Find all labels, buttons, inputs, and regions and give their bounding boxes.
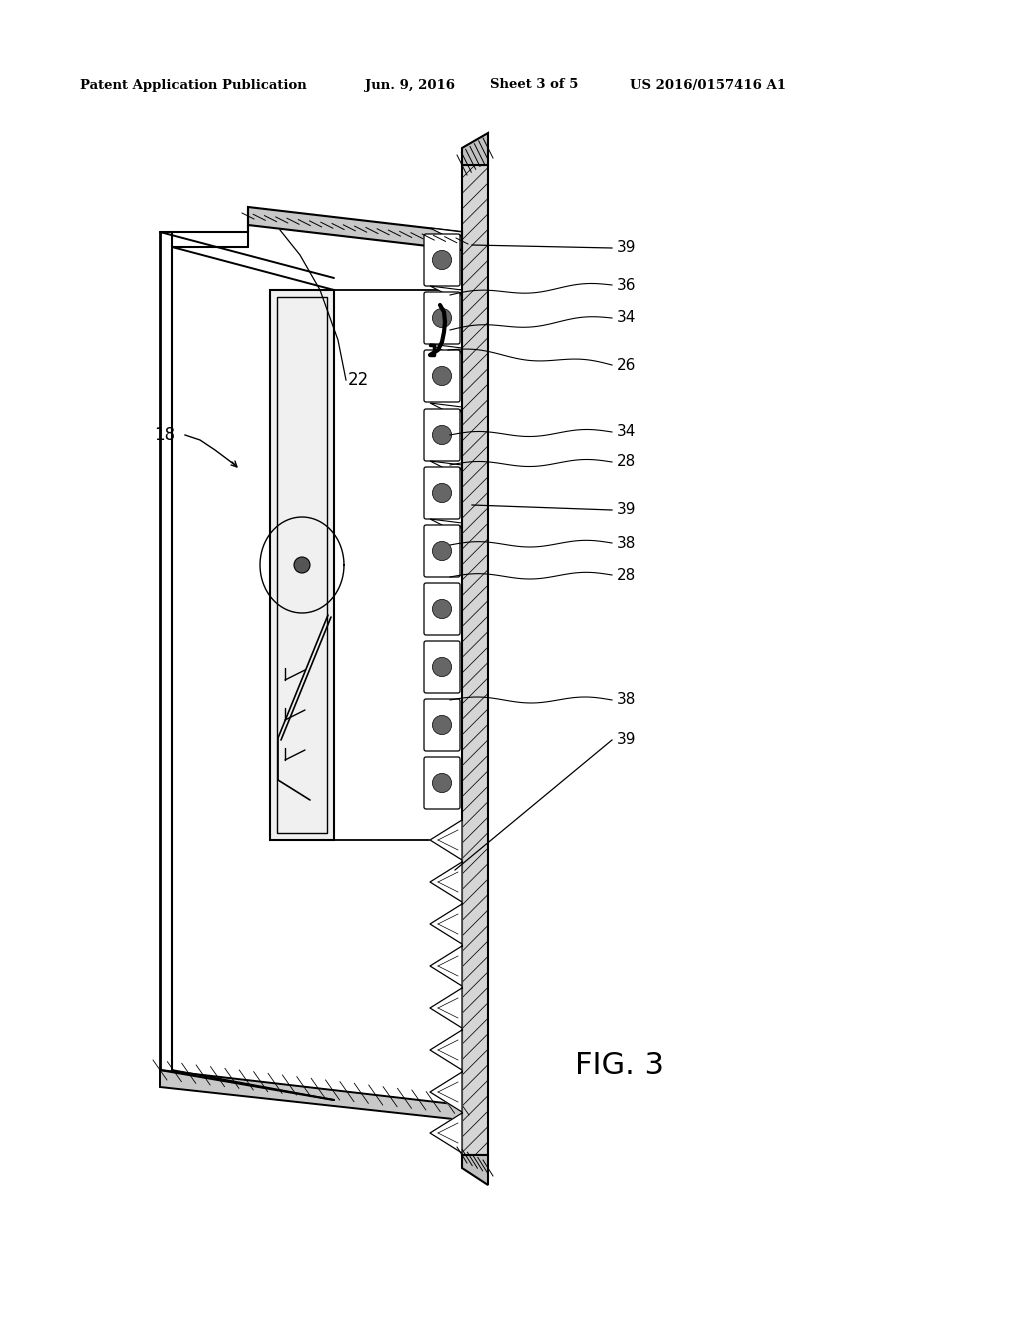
Circle shape — [432, 483, 452, 503]
Text: 26: 26 — [617, 358, 636, 372]
Text: 39: 39 — [617, 503, 637, 517]
Circle shape — [432, 309, 452, 327]
FancyBboxPatch shape — [424, 642, 460, 693]
FancyBboxPatch shape — [424, 583, 460, 635]
Polygon shape — [248, 207, 462, 249]
FancyBboxPatch shape — [424, 234, 460, 286]
Polygon shape — [278, 297, 327, 833]
Polygon shape — [430, 345, 462, 358]
Polygon shape — [430, 904, 462, 944]
Text: 39: 39 — [617, 240, 637, 256]
Text: Sheet 3 of 5: Sheet 3 of 5 — [490, 78, 579, 91]
Text: Jun. 9, 2016: Jun. 9, 2016 — [365, 78, 455, 91]
Polygon shape — [430, 461, 462, 475]
Text: 22: 22 — [348, 371, 370, 389]
Text: 34: 34 — [617, 425, 636, 440]
Circle shape — [432, 715, 452, 735]
Polygon shape — [430, 228, 462, 242]
Polygon shape — [430, 862, 462, 902]
Polygon shape — [430, 820, 462, 861]
Polygon shape — [430, 946, 462, 986]
Polygon shape — [430, 403, 462, 417]
Text: 38: 38 — [617, 536, 636, 550]
Text: 28: 28 — [617, 454, 636, 470]
Circle shape — [432, 251, 452, 269]
Polygon shape — [462, 165, 488, 1155]
FancyBboxPatch shape — [424, 409, 460, 461]
FancyBboxPatch shape — [424, 756, 460, 809]
Text: US 2016/0157416 A1: US 2016/0157416 A1 — [630, 78, 786, 91]
Polygon shape — [430, 1113, 462, 1152]
Circle shape — [432, 541, 452, 561]
FancyBboxPatch shape — [424, 350, 460, 403]
Polygon shape — [462, 133, 488, 165]
FancyBboxPatch shape — [424, 525, 460, 577]
Text: 18: 18 — [155, 426, 175, 444]
Polygon shape — [462, 1155, 488, 1185]
Circle shape — [432, 774, 452, 792]
Polygon shape — [430, 1030, 462, 1071]
Text: 28: 28 — [617, 568, 636, 582]
Text: 36: 36 — [617, 277, 637, 293]
Text: 34: 34 — [617, 310, 636, 326]
FancyBboxPatch shape — [424, 292, 460, 345]
Polygon shape — [430, 1072, 462, 1111]
FancyBboxPatch shape — [424, 467, 460, 519]
FancyBboxPatch shape — [424, 700, 460, 751]
Polygon shape — [430, 987, 462, 1028]
Polygon shape — [430, 519, 462, 533]
Polygon shape — [430, 286, 462, 300]
Circle shape — [432, 657, 452, 677]
Text: Patent Application Publication: Patent Application Publication — [80, 78, 307, 91]
Circle shape — [294, 557, 310, 573]
Polygon shape — [270, 290, 334, 840]
Text: 39: 39 — [617, 733, 637, 747]
Text: 38: 38 — [617, 693, 636, 708]
Circle shape — [432, 425, 452, 445]
Polygon shape — [160, 1071, 462, 1119]
Text: FIG. 3: FIG. 3 — [575, 1051, 664, 1080]
Circle shape — [432, 599, 452, 619]
Circle shape — [432, 367, 452, 385]
